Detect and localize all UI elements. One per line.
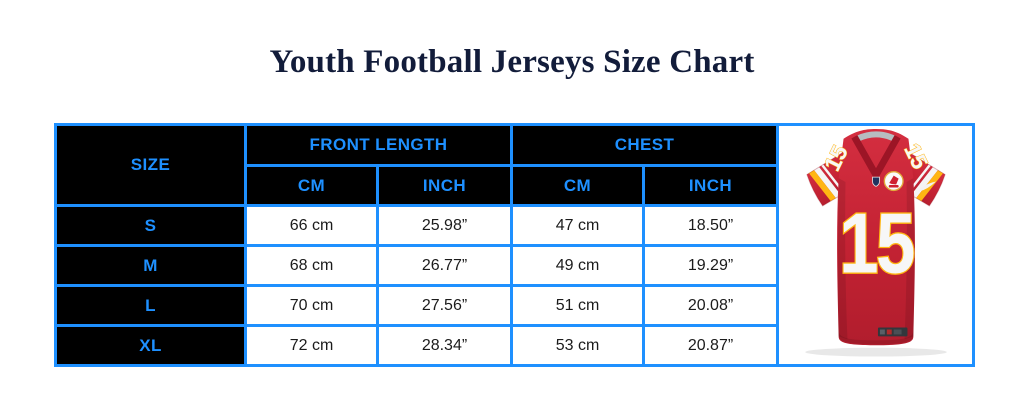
chest-cm-cell: 53 cm <box>510 324 645 367</box>
chest-cm-cell: 47 cm <box>510 204 645 247</box>
jersey-illustration: 15 15 15 <box>782 128 970 357</box>
table-row-l: L 70 cm 27.56” 51 cm 20.08” <box>54 284 974 327</box>
front-inch-cell: 25.98” <box>376 204 513 247</box>
chest-inch-header: INCH <box>642 164 779 207</box>
front-length-header: FRONT LENGTH <box>244 123 513 167</box>
size-column-header: SIZE <box>54 123 247 207</box>
chest-cm-cell: 49 cm <box>510 244 645 287</box>
chest-inch-cell: 18.50” <box>642 204 779 247</box>
nfl-shield-icon <box>871 176 880 187</box>
header-row-groups: SIZE FRONT LENGTH CHEST <box>54 123 975 367</box>
size-cell: S <box>54 204 247 247</box>
jock-tag <box>877 327 907 336</box>
table-row-xl: XL 72 cm 28.34” 53 cm 20.87” <box>54 324 974 367</box>
table-row-m: M 68 cm 26.77” 49 cm 19.29” <box>54 244 974 287</box>
front-inch-cell: 27.56” <box>376 284 513 327</box>
front-inch-cell: 26.77” <box>376 244 513 287</box>
front-cm-cell: 68 cm <box>244 244 379 287</box>
team-patch-icon <box>883 170 904 191</box>
page-title: Youth Football Jerseys Size Chart <box>269 44 755 80</box>
chest-number: 15 <box>839 195 914 291</box>
size-cell: M <box>54 244 247 287</box>
chest-cm-header: CM <box>510 164 645 207</box>
front-cm-cell: 72 cm <box>244 324 379 367</box>
size-cell: L <box>54 284 247 327</box>
collar-inner <box>855 130 896 141</box>
header-row-units: CM INCH CM INCH <box>56 164 974 207</box>
chest-header: CHEST <box>510 123 779 167</box>
front-cm-cell: 70 cm <box>244 284 379 327</box>
size-cell: XL <box>54 324 247 367</box>
chest-inch-cell: 19.29” <box>642 244 779 287</box>
front-length-inch-header: INCH <box>376 164 513 207</box>
chest-inch-cell: 20.87” <box>642 324 779 367</box>
front-length-cm-header: CM <box>244 164 379 207</box>
v-neck-collar <box>850 134 901 182</box>
size-chart-table: SIZE FRONT LENGTH CHEST <box>54 123 975 367</box>
chest-inch-cell: 20.08” <box>642 284 779 327</box>
swoosh-icon <box>917 181 936 191</box>
front-inch-cell: 28.34” <box>376 324 513 367</box>
table-row-s: S 66 cm 25.98” 47 cm 18.50” <box>54 204 974 247</box>
chest-cm-cell: 51 cm <box>510 284 645 327</box>
front-cm-cell: 66 cm <box>244 204 379 247</box>
jersey-image: 15 15 15 <box>776 123 975 367</box>
